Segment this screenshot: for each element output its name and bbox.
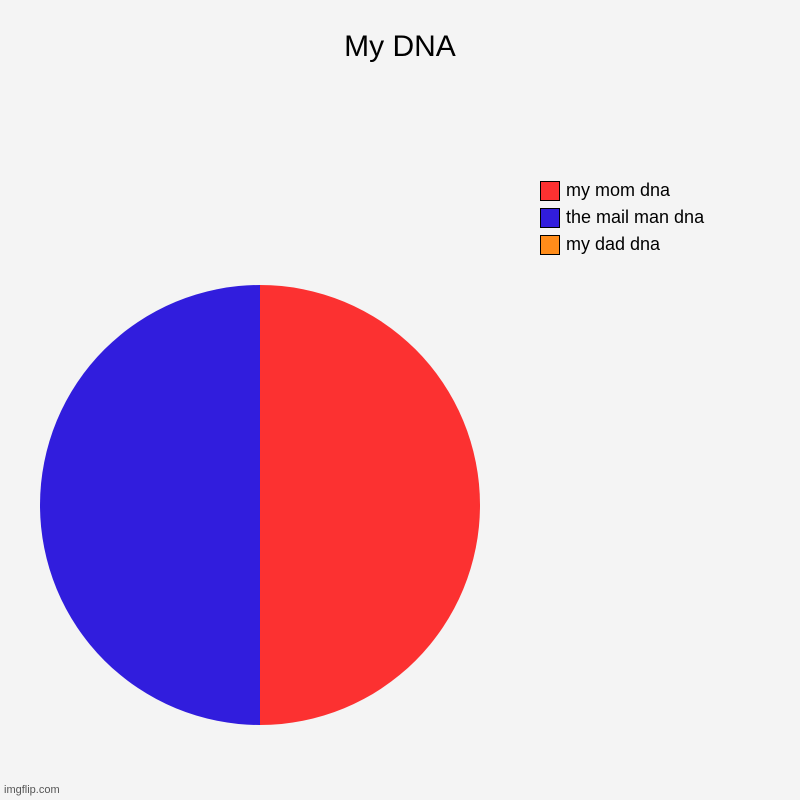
legend-swatch-icon: [540, 208, 560, 228]
chart-title: My DNA: [0, 30, 800, 64]
pie-chart: [40, 285, 480, 725]
legend-label: my dad dna: [566, 234, 660, 255]
legend-swatch-icon: [540, 235, 560, 255]
legend-item: the mail man dna: [540, 207, 704, 228]
watermark: imgflip.com: [4, 784, 60, 796]
legend-item: my dad dna: [540, 234, 704, 255]
chart-canvas: My DNA my mom dna the mail man dna my da…: [0, 0, 800, 800]
legend-swatch-icon: [540, 181, 560, 201]
legend: my mom dna the mail man dna my dad dna: [540, 180, 704, 261]
legend-label: the mail man dna: [566, 207, 704, 228]
legend-item: my mom dna: [540, 180, 704, 201]
legend-label: my mom dna: [566, 180, 670, 201]
